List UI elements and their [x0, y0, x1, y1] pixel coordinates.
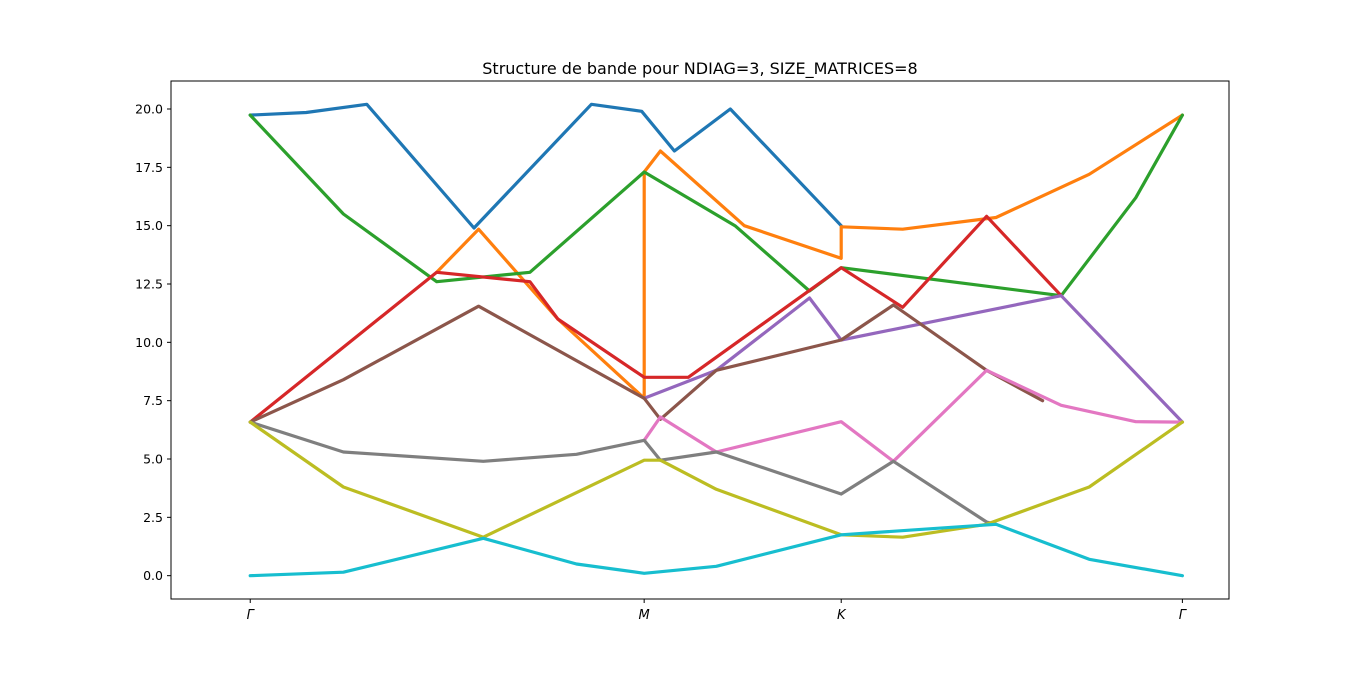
plot-area: 0.0 2.5 5.0 7.5 10.0 12.5 15.0 17.5 20.0 Γ M K Γ: [135, 80, 1230, 623]
x-tick-label: Γ: [1179, 608, 1188, 623]
chart-title: Structure de bande pour NDIAG=3, SIZE_MA…: [482, 59, 917, 79]
y-tick-label: 17.5: [135, 160, 163, 175]
band-line-3: [248, 113, 1185, 298]
band-line-6: [248, 303, 1045, 424]
band-line-5: [642, 294, 1185, 424]
y-tick-label: 0.0: [143, 568, 163, 583]
y-tick-label: 2.5: [143, 510, 163, 525]
y-tick-label: 15.0: [135, 218, 163, 233]
band-line-1: [248, 102, 843, 230]
y-tick-label: 12.5: [135, 277, 163, 292]
series-group: [248, 102, 1185, 578]
y-tick-label: 10.0: [135, 335, 163, 350]
band-line-4: [248, 214, 1063, 424]
band-line-10: [248, 522, 1185, 578]
y-tick-label: 20.0: [135, 102, 163, 117]
band-line-9: [248, 420, 1185, 539]
x-tick-label: K: [837, 608, 847, 623]
y-tick-label: 7.5: [143, 393, 163, 408]
x-tick-label: Γ: [247, 608, 256, 623]
y-tick-label: 5.0: [143, 452, 163, 467]
x-tick-label: M: [639, 608, 650, 623]
axes-frame: [170, 80, 1230, 600]
